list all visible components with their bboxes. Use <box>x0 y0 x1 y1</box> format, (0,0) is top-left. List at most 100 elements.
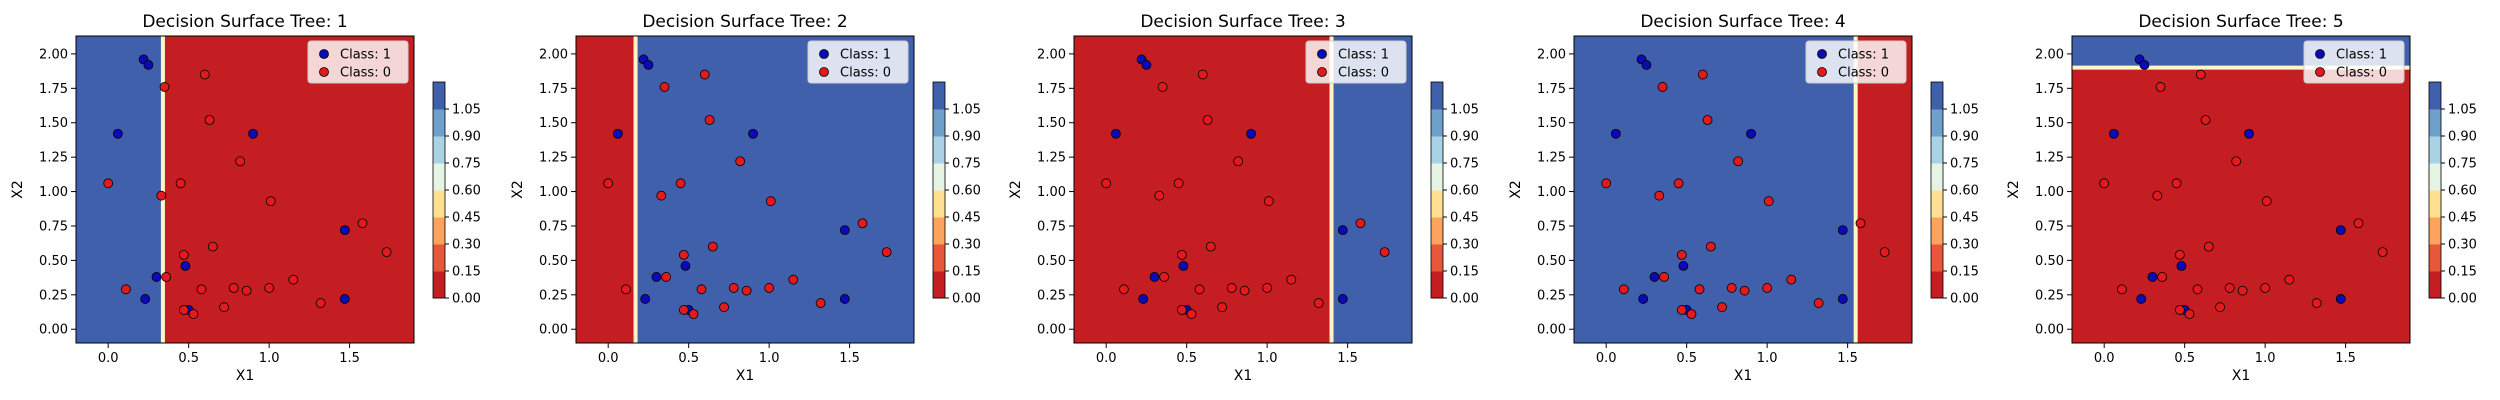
colorbar-segment <box>2429 217 2441 245</box>
point-class-0 <box>1762 283 1773 293</box>
point-class-0 <box>1686 309 1697 319</box>
point-class-0 <box>857 218 868 229</box>
region-right <box>1855 36 1912 343</box>
y-tick-label: 0.50 <box>539 254 568 269</box>
colorbar-segment <box>433 271 445 299</box>
point-class-1 <box>1649 272 1660 282</box>
point-class-0 <box>103 178 114 189</box>
colorbar-tick-label: 0.00 <box>1950 292 1979 307</box>
y-tick-label: 1.25 <box>39 151 68 166</box>
legend: Class: 1 Class: 0 <box>307 40 409 84</box>
legend-marker-class-0 <box>1317 67 1327 77</box>
y-tick-label: 0.75 <box>1537 219 1566 234</box>
point-class-0 <box>678 305 689 315</box>
axes-frame <box>575 35 915 344</box>
point-class-0 <box>2116 284 2127 295</box>
x-tick-label: 0.0 <box>98 351 119 366</box>
y-tick-label: 0.75 <box>39 219 68 234</box>
colorbar-tick-label: 1.05 <box>1450 103 1479 118</box>
colorbar-segment <box>1431 217 1443 245</box>
colorbar-tick-label: 0.30 <box>1450 238 1479 253</box>
y-tick-label: 1.50 <box>1537 116 1566 131</box>
colorbar-segment <box>933 109 945 137</box>
x-tick-label: 1.5 <box>839 351 860 366</box>
y-tick-label: 0.75 <box>2035 219 2064 234</box>
legend-marker-class-1 <box>319 49 329 59</box>
point-class-0 <box>699 69 710 80</box>
point-class-0 <box>1763 196 1774 207</box>
point-class-0 <box>288 274 299 285</box>
colorbar-segment <box>433 163 445 191</box>
point-class-0 <box>2224 283 2235 293</box>
point-class-0 <box>207 241 218 252</box>
legend-label-class-1: Class: 1 <box>340 48 391 63</box>
y-tick-label: 0.25 <box>2035 288 2064 303</box>
y-tick-label: 1.75 <box>2035 82 2064 97</box>
y-tick-label: 0.50 <box>39 254 68 269</box>
point-class-0 <box>2353 218 2364 229</box>
colorbar-segment <box>2429 163 2441 191</box>
point-class-0 <box>707 241 718 252</box>
colorbar-segment <box>433 136 445 164</box>
point-class-1 <box>651 272 662 282</box>
y-tick-label: 1.00 <box>39 185 68 200</box>
region-left <box>1074 36 1332 343</box>
point-class-1 <box>2335 225 2346 236</box>
y-axis-label: X2 <box>2006 180 2022 199</box>
colorbar-segment <box>1931 244 1943 272</box>
colorbar-tick-label: 0.00 <box>1450 292 1479 307</box>
point-class-0 <box>656 190 667 201</box>
colorbar-segment <box>933 217 945 245</box>
y-tick-label: 2.00 <box>2035 47 2064 62</box>
colorbar-tick-label: 1.05 <box>952 103 981 118</box>
point-class-0 <box>881 247 892 258</box>
chart-title: Decision Surface Tree: 5 <box>2138 12 2343 32</box>
point-class-0 <box>659 82 670 92</box>
x-tick-label: 1.5 <box>1337 351 1358 366</box>
point-class-0 <box>1673 178 1684 189</box>
colorbar-tick-label: 0.60 <box>2448 184 2477 199</box>
point-class-0 <box>1239 285 1250 296</box>
point-class-0 <box>1697 69 1708 80</box>
point-class-0 <box>2261 196 2272 207</box>
x-tick-label: 1.5 <box>2335 351 2356 366</box>
colorbar-tick-label: 0.75 <box>1450 157 1479 172</box>
colorbar-segment <box>1431 136 1443 164</box>
colorbar-tick-label: 0.75 <box>952 157 981 172</box>
point-class-0 <box>735 156 746 167</box>
legend: Class: 1 Class: 0 <box>1805 40 1907 84</box>
y-tick-label: 1.50 <box>39 116 68 131</box>
colorbar: 0.00 0.15 0.30 0.45 0.60 0.75 0.90 1.05 <box>2428 81 2477 307</box>
legend-marker-class-1 <box>819 49 829 59</box>
point-class-0 <box>1855 218 1866 229</box>
y-tick-label: 1.25 <box>1037 151 1066 166</box>
point-class-0 <box>228 283 239 293</box>
point-class-0 <box>2377 247 2388 258</box>
point-class-0 <box>1101 178 1112 189</box>
colorbar-segment <box>1431 244 1443 272</box>
colorbar-tick-label: 0.90 <box>952 130 981 145</box>
colorbar: 0.00 0.15 0.30 0.45 0.60 0.75 0.90 1.05 <box>432 81 481 307</box>
subplot-2: Decision Surface Tree: 2 0.0 0.5 1.0 1.5 0.00… <box>510 12 981 384</box>
point-class-0 <box>1879 247 1890 258</box>
legend-label-class-0: Class: 0 <box>840 66 891 81</box>
point-class-1 <box>2139 60 2150 70</box>
y-tick-label: 1.25 <box>539 151 568 166</box>
point-class-0 <box>1186 309 1197 319</box>
colorbar: 0.00 0.15 0.30 0.45 0.60 0.75 0.90 1.05 <box>932 81 981 307</box>
point-class-0 <box>765 196 776 207</box>
point-class-0 <box>2284 274 2295 285</box>
y-axis-label: X2 <box>10 180 26 199</box>
point-class-0 <box>2157 272 2168 282</box>
colorbar-tick-label: 0.15 <box>2448 265 2477 280</box>
point-class-0 <box>1702 115 1713 125</box>
colorbar-tick-label: 0.30 <box>952 238 981 253</box>
y-tick-label: 1.00 <box>1537 185 1566 200</box>
point-class-0 <box>1157 82 1168 92</box>
colorbar-tick-label: 0.15 <box>1450 265 1479 280</box>
colorbar-tick-label: 0.30 <box>1950 238 1979 253</box>
point-class-1 <box>2335 294 2346 304</box>
point-class-1 <box>2176 261 2187 271</box>
point-class-1 <box>1149 272 1160 282</box>
region-left <box>76 36 163 343</box>
